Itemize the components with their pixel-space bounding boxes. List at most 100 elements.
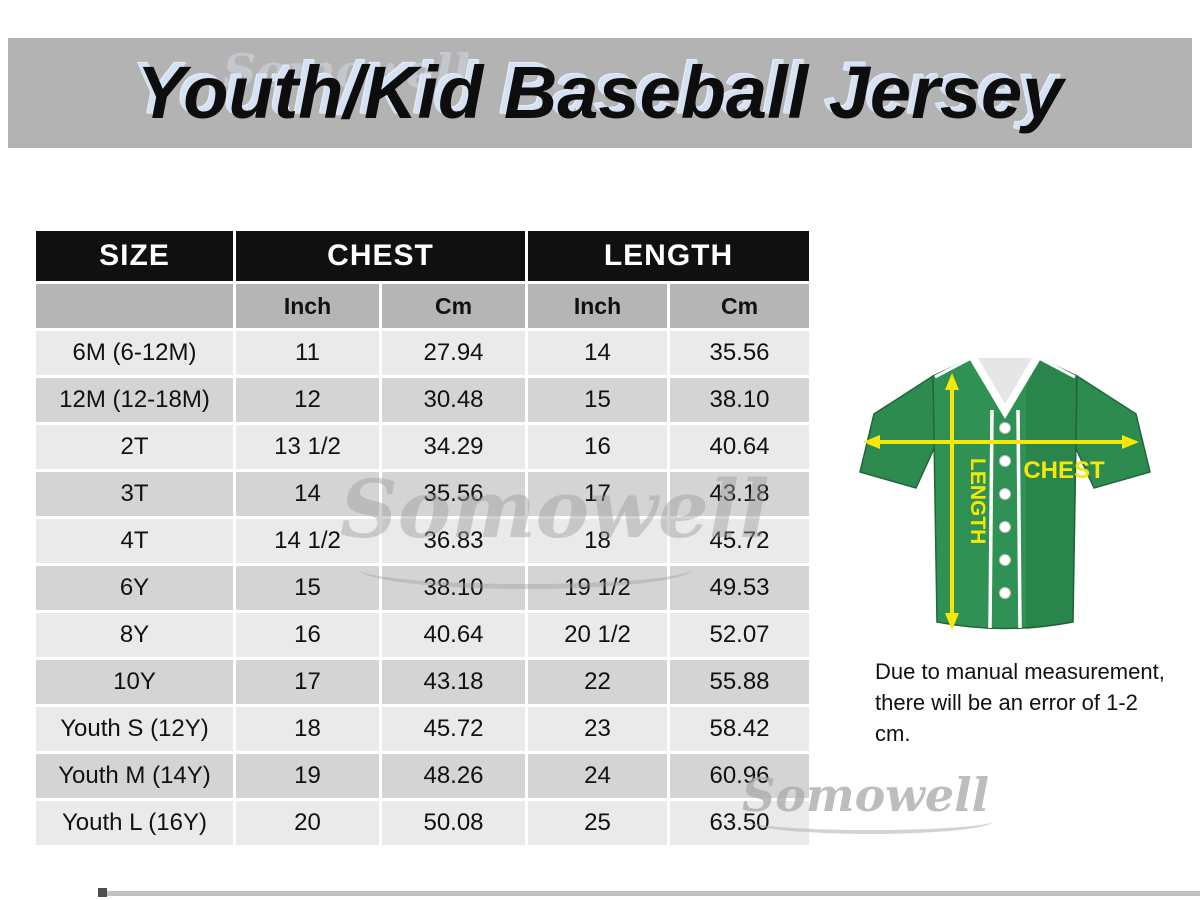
cell-length-cm: 63.50 — [666, 798, 813, 848]
jersey-collar-piping — [967, 351, 1043, 419]
cell-size: 10Y — [33, 657, 236, 707]
jersey-shoulder-piping-right — [1036, 355, 1076, 379]
cell-length-cm: 55.88 — [666, 657, 813, 707]
cell-length-inch: 15 — [525, 375, 670, 425]
cell-chest-cm: 40.64 — [379, 610, 528, 660]
table-row: Youth L (16Y) 20 50.08 25 63.50 — [33, 798, 813, 848]
cell-length-inch: 22 — [525, 657, 670, 707]
chest-label: CHEST — [1023, 457, 1105, 484]
table-row: Youth M (14Y) 19 48.26 24 60.96 — [33, 751, 813, 801]
jersey-illustration: CHEST LENGTH — [840, 330, 1170, 655]
cell-chest-inch: 20 — [233, 798, 382, 848]
cell-length-cm: 45.72 — [666, 516, 813, 566]
cell-length-cm: 52.07 — [666, 610, 813, 660]
jersey-svg: CHEST LENGTH — [859, 351, 1151, 630]
cell-length-inch: 19 1/2 — [525, 563, 670, 613]
jersey-collar-inner — [978, 358, 1032, 404]
subheader-blank — [33, 281, 236, 331]
length-label: LENGTH — [966, 458, 989, 544]
cell-chest-inch: 17 — [233, 657, 382, 707]
cell-size: 8Y — [33, 610, 236, 660]
jersey-buttons — [999, 422, 1011, 599]
cell-chest-cm: 35.56 — [379, 469, 528, 519]
bottom-strip — [98, 891, 1200, 896]
cell-length-inch: 18 — [525, 516, 670, 566]
table-row: Youth S (12Y) 18 45.72 23 58.42 — [33, 704, 813, 754]
cell-chest-inch: 15 — [233, 563, 382, 613]
cell-chest-cm: 50.08 — [379, 798, 528, 848]
cell-chest-cm: 43.18 — [379, 657, 528, 707]
cell-length-cm: 35.56 — [666, 328, 813, 378]
subheader-length-cm: Cm — [666, 281, 813, 331]
cell-size: Youth M (14Y) — [33, 751, 236, 801]
note-line-2: there will be an error of 1-2 cm. — [875, 690, 1138, 746]
note-line-1: Due to manual measurement, — [875, 659, 1165, 684]
table-row: 12M (12-18M) 12 30.48 15 38.10 — [33, 375, 813, 425]
table-row: 8Y 16 40.64 20 1/2 52.07 — [33, 610, 813, 660]
cell-length-inch: 24 — [525, 751, 670, 801]
cell-size: 3T — [33, 469, 236, 519]
col-header-length: LENGTH — [524, 228, 813, 284]
cell-length-inch: 16 — [525, 422, 670, 472]
cell-length-cm: 38.10 — [666, 375, 813, 425]
bottom-strip-cap — [98, 888, 107, 897]
subheader-length-inch: Inch — [525, 281, 670, 331]
table-header-row: SIZE CHEST LENGTH — [33, 228, 813, 284]
chest-arrow — [863, 435, 1139, 449]
table-row: 6Y 15 38.10 19 1/2 49.53 — [33, 563, 813, 613]
table-row: 2T 13 1/2 34.29 16 40.64 — [33, 422, 813, 472]
cell-size: 6Y — [33, 563, 236, 613]
length-arrow — [945, 373, 959, 630]
cell-chest-cm: 48.26 — [379, 751, 528, 801]
jersey-shoulder-piping-left — [934, 355, 974, 379]
cell-size: Youth S (12Y) — [33, 704, 236, 754]
cell-chest-inch: 14 1/2 — [233, 516, 382, 566]
cell-length-cm: 49.53 — [666, 563, 813, 613]
cell-chest-inch: 13 1/2 — [233, 422, 382, 472]
cell-chest-inch: 12 — [233, 375, 382, 425]
cell-chest-cm: 36.83 — [379, 516, 528, 566]
jersey-left-sleeve — [859, 374, 938, 489]
subheader-chest-inch: Inch — [233, 281, 382, 331]
col-header-size: SIZE — [33, 228, 236, 284]
cell-length-cm: 43.18 — [666, 469, 813, 519]
cell-chest-cm: 34.29 — [379, 422, 528, 472]
jersey-placket-piping-left — [988, 409, 994, 629]
cell-size: 2T — [33, 422, 236, 472]
title-banner: Somowell Youth/Kid Baseball Jersey — [8, 38, 1192, 148]
cell-length-inch: 20 1/2 — [525, 610, 670, 660]
size-chart-table: SIZE CHEST LENGTH Inch Cm Inch Cm 6M (6-… — [33, 228, 813, 848]
table-row: 6M (6-12M) 11 27.94 14 35.56 — [33, 328, 813, 378]
subheader-chest-cm: Cm — [379, 281, 528, 331]
table-row: 4T 14 1/2 36.83 18 45.72 — [33, 516, 813, 566]
cell-length-inch: 17 — [525, 469, 670, 519]
cell-length-inch: 14 — [525, 328, 670, 378]
cell-length-cm: 40.64 — [666, 422, 813, 472]
cell-size: 12M (12-18M) — [33, 375, 236, 425]
cell-size: 4T — [33, 516, 236, 566]
page-title: Youth/Kid Baseball Jersey — [136, 51, 1064, 134]
cell-chest-inch: 16 — [233, 610, 382, 660]
cell-chest-cm: 30.48 — [379, 375, 528, 425]
col-header-chest: CHEST — [233, 228, 528, 284]
cell-size: Youth L (16Y) — [33, 798, 236, 848]
cell-length-inch: 23 — [525, 704, 670, 754]
cell-chest-inch: 18 — [233, 704, 382, 754]
table-subheader-row: Inch Cm Inch Cm — [33, 281, 813, 331]
cell-length-cm: 58.42 — [666, 704, 813, 754]
cell-size: 6M (6-12M) — [33, 328, 236, 378]
cell-chest-inch: 14 — [233, 469, 382, 519]
table-row: 10Y 17 43.18 22 55.88 — [33, 657, 813, 707]
cell-chest-cm: 45.72 — [379, 704, 528, 754]
cell-length-inch: 25 — [525, 798, 670, 848]
cell-chest-inch: 19 — [233, 751, 382, 801]
jersey-shading — [1026, 357, 1077, 630]
cell-chest-inch: 11 — [233, 328, 382, 378]
cell-length-cm: 60.96 — [666, 751, 813, 801]
cell-chest-cm: 27.94 — [379, 328, 528, 378]
watermark-top: Somowell — [223, 44, 471, 98]
cell-chest-cm: 38.10 — [379, 563, 528, 613]
table-row: 3T 14 35.56 17 43.18 — [33, 469, 813, 519]
jersey-placket-piping-right — [1016, 409, 1022, 629]
measurement-note: Due to manual measurement, there will be… — [875, 656, 1175, 749]
